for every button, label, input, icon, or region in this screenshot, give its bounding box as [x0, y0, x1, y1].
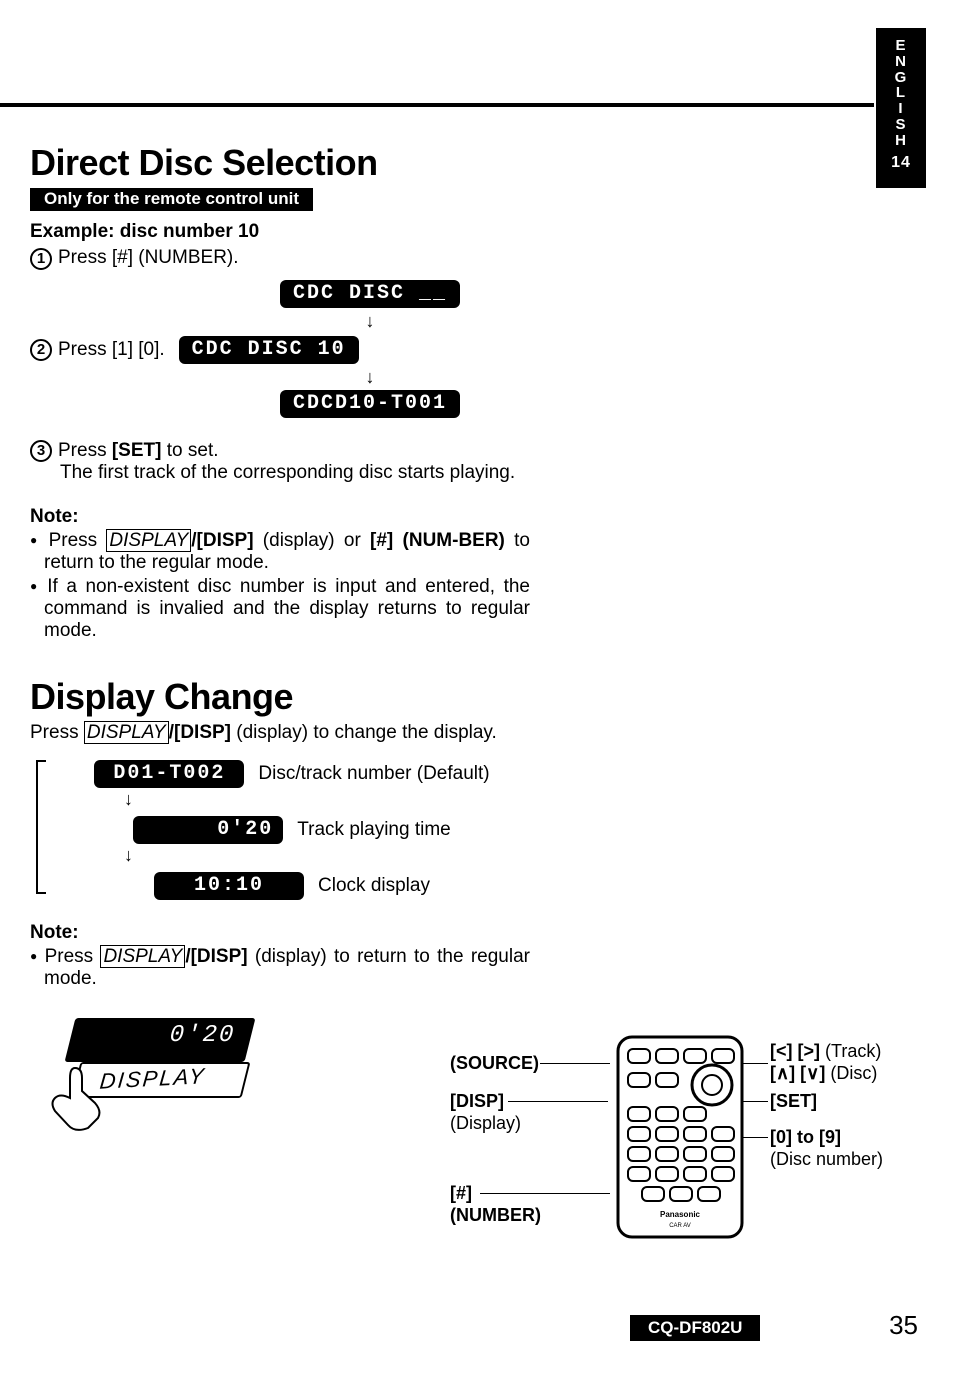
- remote-only-bar: Only for the remote control unit: [30, 188, 313, 211]
- tab-num: 14: [876, 154, 926, 172]
- step-2-num: 2: [30, 339, 52, 361]
- lbl-numkeys: [0] to [9]: [770, 1127, 841, 1148]
- lcd-disc-track: D01-T002: [94, 760, 244, 788]
- illust-lcd: 0'20: [65, 1018, 256, 1062]
- step-3-num: 3: [30, 440, 52, 462]
- example-line: Example: disc number 10: [30, 221, 530, 243]
- section1-title: Direct Disc Selection: [30, 142, 530, 184]
- remote-icon: Panasonic CAR AV: [610, 1035, 750, 1255]
- step-3: 3 Press [SET] to set. The first track of…: [30, 440, 530, 484]
- display-key-boxed: DISPLAY: [100, 945, 185, 968]
- remote-brand2: CAR AV: [669, 1223, 691, 1229]
- lcd-stack-1: CDC DISC __ ↓: [210, 280, 530, 330]
- language-tab: ENGLISH 14: [876, 28, 926, 188]
- lcd-3: CDCD10-T001: [280, 390, 460, 418]
- step-3a-text: Press [SET] to set.: [58, 440, 219, 462]
- illust-button-label: DISPLAY: [99, 1063, 207, 1094]
- lbl-play-time: Track playing time: [297, 819, 450, 841]
- lbl-clock: Clock display: [318, 875, 430, 897]
- step-2-text: Press [1] [0].: [58, 339, 165, 361]
- arrow-icon: ↓: [124, 846, 133, 864]
- note-3: Press DISPLAY/[DISP] (display) to return…: [44, 946, 530, 990]
- page-number: 35: [889, 1310, 918, 1341]
- footer-model: CQ-DF802U: [630, 1315, 760, 1341]
- arrow-icon: ↓: [124, 790, 133, 808]
- lbl-set: [SET]: [770, 1091, 817, 1112]
- lcd-stack-2: ↓ CDCD10-T001: [210, 368, 530, 418]
- top-rule: [0, 103, 874, 107]
- section2-title: Display Change: [30, 676, 530, 718]
- hand-icon: [40, 1063, 110, 1133]
- note-heading-1: Note:: [30, 506, 530, 528]
- step-1-text: Press [#] (NUMBER).: [58, 247, 239, 269]
- cycle-bracket: [36, 760, 46, 894]
- note-2: If a non-existent disc number is input a…: [44, 576, 530, 642]
- display-key-boxed: DISPLAY: [106, 529, 191, 552]
- note-list-2: Press DISPLAY/[DISP] (display) to return…: [30, 946, 530, 990]
- step-1: 1 Press [#] (NUMBER).: [30, 247, 530, 270]
- lbl-number: (NUMBER): [450, 1205, 541, 1226]
- lbl-disp: [DISP]: [450, 1091, 504, 1112]
- lcd-play-time: 0'20: [133, 816, 283, 844]
- lbl-hash: [#]: [450, 1183, 472, 1204]
- lbl-disc: [∧] [∨] (Disc): [770, 1063, 877, 1084]
- lbl-display: (Display): [450, 1113, 521, 1134]
- note-1: Press DISPLAY/[DISP] (display) or [#] (N…: [44, 530, 530, 574]
- display-key-boxed: DISPLAY: [84, 721, 169, 744]
- lcd-1: CDC DISC __: [280, 280, 460, 308]
- display-cycle: D01-T002 Disc/track number (Default) ↓ 0…: [54, 754, 530, 900]
- leader-line: [480, 1193, 610, 1194]
- main-column: Direct Disc Selection Only for the remot…: [30, 142, 530, 1138]
- lbl-source: (SOURCE): [450, 1053, 539, 1074]
- remote-diagram: (SOURCE) [DISP] (Display) [#] (NUMBER) […: [450, 1035, 930, 1265]
- press-display-illustration: 0'20 DISPLAY: [30, 1008, 270, 1138]
- arrow-icon: ↓: [366, 312, 375, 330]
- leader-line: [540, 1063, 610, 1064]
- remote-brand: Panasonic: [660, 1210, 701, 1219]
- lbl-track: [<] [>] (Track): [770, 1041, 881, 1062]
- note-list-1: Press DISPLAY/[DISP] (display) or [#] (N…: [30, 530, 530, 642]
- leader-line: [508, 1101, 608, 1102]
- lbl-disc-track: Disc/track number (Default): [258, 763, 489, 785]
- step-2-row: 2 Press [1] [0]. CDC DISC 10: [30, 336, 530, 364]
- step-1-num: 1: [30, 248, 52, 270]
- arrow-icon: ↓: [366, 368, 375, 386]
- lbl-discnumber: (Disc number): [770, 1149, 883, 1170]
- section2-intro: Press DISPLAY/[DISP] (display) to change…: [30, 722, 530, 744]
- note-heading-2: Note:: [30, 922, 530, 944]
- lcd-clock: 10:10: [154, 872, 304, 900]
- lcd-2: CDC DISC 10: [179, 336, 359, 364]
- tab-lang: ENGLISH: [876, 38, 926, 148]
- step-3b-text: The first track of the corresponding dis…: [60, 462, 530, 484]
